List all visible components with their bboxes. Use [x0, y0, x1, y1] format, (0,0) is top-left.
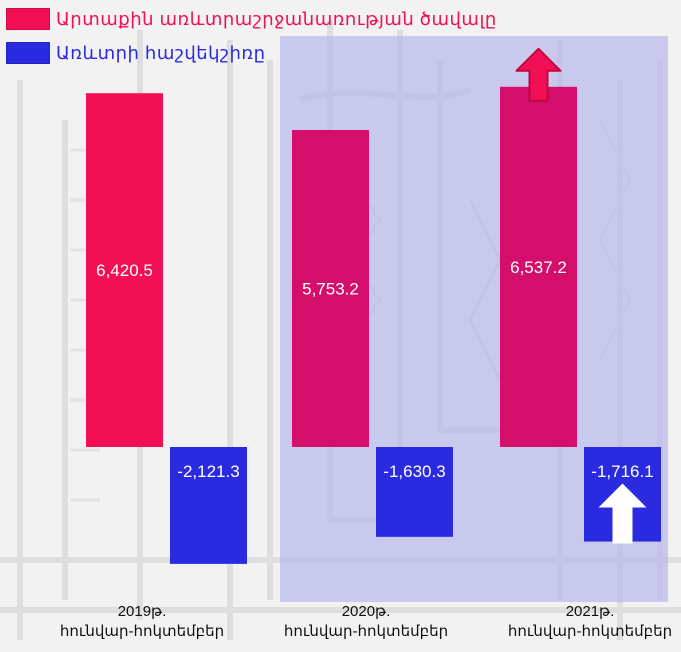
bar-trade-balance-2020 — [376, 447, 453, 537]
value-label-trade-balance-2020: -1,630.3 — [383, 462, 445, 481]
legend-swatch-trade-balance — [6, 42, 50, 64]
category-label-2020: 2020թ. հունվար-հոկտեմբեր — [266, 602, 466, 642]
bar-trade-volume-2019 — [86, 93, 163, 447]
legend: Արտաքին առևտրաշրջանառության ծավալը Առևտր… — [6, 6, 497, 74]
category-year-2021: 2021թ. — [565, 603, 615, 620]
category-label-2021: 2021թ. հունվար-հոկտեմբեր — [490, 602, 681, 642]
legend-item-trade-volume: Արտաքին առևտրաշրջանառության ծավալը — [6, 6, 497, 32]
category-label-2019: 2019թ. հունվար-հոկտեմբեր — [42, 602, 242, 642]
legend-item-trade-balance: Առևտրի հաշվեկշիռը — [6, 40, 497, 66]
legend-label-trade-volume: Արտաքին առևտրաշրջանառության ծավալը — [56, 8, 497, 29]
value-label-trade-volume-2020: 5,753.2 — [302, 279, 359, 298]
up-arrow-icon — [598, 483, 647, 544]
category-period-2021: հունվար-հոկտեմբեր — [507, 623, 673, 640]
category-year-2020: 2020թ. — [341, 603, 391, 620]
bar-trade-volume-2020 — [292, 129, 369, 448]
legend-label-trade-balance: Առևտրի հաշվեկշիռը — [56, 42, 266, 63]
value-label-trade-volume-2019: 6,420.5 — [96, 261, 153, 280]
value-label-trade-balance-2019: -2,121.3 — [177, 462, 239, 481]
value-label-trade-balance-2021: -1,716.1 — [591, 462, 653, 481]
bar-trade-volume-2021 — [500, 86, 577, 447]
value-label-trade-volume-2021: 6,537.2 — [510, 258, 567, 277]
legend-swatch-trade-volume — [6, 8, 50, 30]
bar-trade-balance-2019 — [170, 447, 247, 564]
category-period-2019: հունվար-հոկտեմբեր — [59, 623, 225, 640]
category-period-2020: հունվար-հոկտեմբեր — [283, 623, 449, 640]
up-arrow-icon — [515, 47, 562, 102]
category-year-2019: 2019թ. — [117, 603, 167, 620]
